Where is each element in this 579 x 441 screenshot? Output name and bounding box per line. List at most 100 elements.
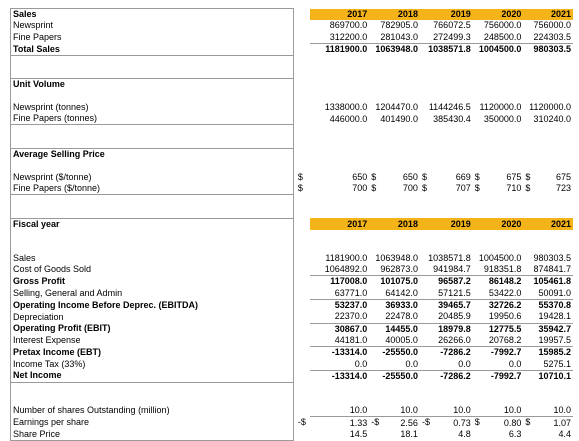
empty-cell[interactable] xyxy=(523,91,573,102)
empty-cell[interactable] xyxy=(420,79,473,91)
section-title[interactable]: Sales xyxy=(10,8,294,21)
value-cell[interactable]: 1038571.8 xyxy=(420,43,473,55)
value-cell[interactable]: 117008.0 xyxy=(310,276,369,288)
row-label[interactable]: Income Tax (33%) xyxy=(10,358,294,371)
value-cell[interactable]: 401490.0 xyxy=(369,113,420,125)
value-cell[interactable]: 63771.0 xyxy=(310,287,370,300)
value-cell[interactable]: 782905.0 xyxy=(369,20,420,31)
value-cell[interactable]: 10.0 xyxy=(419,405,473,418)
value-cell[interactable]: 86148.2 xyxy=(473,276,524,288)
empty-cell[interactable] xyxy=(473,394,524,405)
value-cell[interactable]: 918351.8 xyxy=(472,264,524,277)
value-cell[interactable]: 12775.5 xyxy=(473,323,524,335)
value-cell[interactable]: 22370.0 xyxy=(310,311,370,324)
value-cell[interactable]: 101075.0 xyxy=(369,276,420,288)
empty-cell[interactable] xyxy=(293,91,310,102)
empty-cell[interactable] xyxy=(420,195,473,207)
empty-cell[interactable] xyxy=(420,382,473,394)
currency-cell[interactable] xyxy=(293,253,310,264)
value-cell[interactable]: 14.5 xyxy=(310,429,369,441)
value-cell[interactable]: $700 xyxy=(369,183,420,195)
empty-cell[interactable] xyxy=(310,160,369,171)
row-label[interactable]: Depreciation xyxy=(10,311,294,324)
row-label[interactable]: Fine Papers (tonnes) xyxy=(10,113,294,126)
value-cell[interactable]: $723 xyxy=(523,183,573,195)
row-label[interactable]: Total Sales xyxy=(10,43,294,56)
empty-cell[interactable] xyxy=(310,230,369,241)
year-header-cell[interactable]: 2018 xyxy=(369,218,420,231)
value-cell[interactable]: 980303.5 xyxy=(523,253,573,264)
value-cell[interactable]: 224303.5 xyxy=(523,31,573,44)
value-cell[interactable]: 10.0 xyxy=(369,405,420,418)
empty-label-cell[interactable] xyxy=(10,66,294,79)
empty-label-cell[interactable] xyxy=(10,194,294,207)
empty-cell[interactable] xyxy=(310,67,369,79)
empty-label-cell[interactable] xyxy=(10,393,294,406)
value-cell[interactable]: 57121.5 xyxy=(419,287,473,300)
value-cell[interactable]: 446000.0 xyxy=(310,113,369,125)
empty-cell[interactable] xyxy=(523,160,573,171)
empty-cell[interactable] xyxy=(293,55,310,67)
value-cell[interactable]: -7992.7 xyxy=(473,370,524,382)
empty-cell[interactable] xyxy=(473,195,524,207)
empty-cell[interactable] xyxy=(293,207,310,219)
currency-cell[interactable] xyxy=(293,335,310,347)
year-header-cell[interactable]: 2019 xyxy=(419,218,473,231)
year-header-cell[interactable]: 2017 xyxy=(310,8,370,21)
empty-cell[interactable] xyxy=(369,91,420,102)
section-title[interactable]: Unit Volume xyxy=(10,78,294,91)
empty-cell[interactable] xyxy=(293,67,310,79)
value-cell[interactable]: -13314.0 xyxy=(310,347,369,359)
currency-cell[interactable] xyxy=(293,102,310,113)
value-cell[interactable]: 96587.2 xyxy=(420,276,473,288)
empty-cell[interactable] xyxy=(473,125,524,137)
currency-cell[interactable] xyxy=(293,20,310,31)
value-cell[interactable]: 0.0 xyxy=(472,358,524,371)
year-header-cell[interactable]: 2017 xyxy=(310,218,370,231)
empty-cell[interactable] xyxy=(473,55,524,67)
empty-cell[interactable] xyxy=(293,230,310,241)
currency-cell[interactable] xyxy=(293,288,310,300)
empty-cell[interactable] xyxy=(523,207,573,219)
empty-cell[interactable] xyxy=(369,149,420,161)
row-label[interactable]: Operating Profit (EBIT) xyxy=(10,323,294,335)
row-label[interactable]: Newsprint (tonnes) xyxy=(10,101,294,114)
empty-cell[interactable] xyxy=(369,230,420,241)
empty-cell[interactable] xyxy=(310,207,369,219)
value-cell[interactable]: 22478.0 xyxy=(369,311,420,324)
value-cell[interactable]: 1004500.0 xyxy=(473,253,524,264)
empty-label-cell[interactable] xyxy=(10,206,294,219)
value-cell[interactable]: 248500.0 xyxy=(472,31,524,44)
empty-cell[interactable] xyxy=(310,91,369,102)
empty-cell[interactable] xyxy=(420,394,473,405)
value-cell[interactable]: 980303.5 xyxy=(523,43,573,55)
value-cell[interactable]: 20485.9 xyxy=(419,311,473,324)
empty-cell[interactable] xyxy=(369,67,420,79)
value-cell[interactable]: $650 xyxy=(369,172,420,183)
empty-cell[interactable] xyxy=(473,207,524,219)
value-cell[interactable]: 650 xyxy=(310,172,369,183)
row-label[interactable]: Gross Profit xyxy=(10,275,294,288)
currency-cell[interactable] xyxy=(293,32,310,44)
empty-cell[interactable] xyxy=(310,394,369,405)
empty-cell[interactable] xyxy=(293,382,310,394)
year-header-cell[interactable]: 2021 xyxy=(523,8,573,21)
empty-label-cell[interactable] xyxy=(10,136,294,149)
section-title[interactable]: Average Selling Price xyxy=(10,148,294,161)
year-header-cell[interactable]: 2018 xyxy=(369,8,420,21)
value-cell[interactable]: 1063948.0 xyxy=(369,43,420,55)
empty-cell[interactable] xyxy=(293,125,310,137)
empty-cell[interactable] xyxy=(420,91,473,102)
empty-cell[interactable] xyxy=(523,382,573,394)
empty-cell[interactable] xyxy=(473,160,524,171)
empty-label-cell[interactable] xyxy=(10,160,294,172)
value-cell[interactable]: $669 xyxy=(420,172,473,183)
empty-cell[interactable] xyxy=(310,382,369,394)
value-cell[interactable]: 1.33 xyxy=(310,417,369,429)
value-cell[interactable]: 941984.7 xyxy=(419,264,473,277)
value-cell[interactable]: 1038571.8 xyxy=(420,253,473,264)
value-cell[interactable]: 869700.0 xyxy=(310,20,369,31)
value-cell[interactable]: 18979.8 xyxy=(420,323,473,335)
value-cell[interactable]: 10.0 xyxy=(472,405,524,418)
row-label[interactable]: Fine Papers ($/tonne) xyxy=(10,182,294,196)
